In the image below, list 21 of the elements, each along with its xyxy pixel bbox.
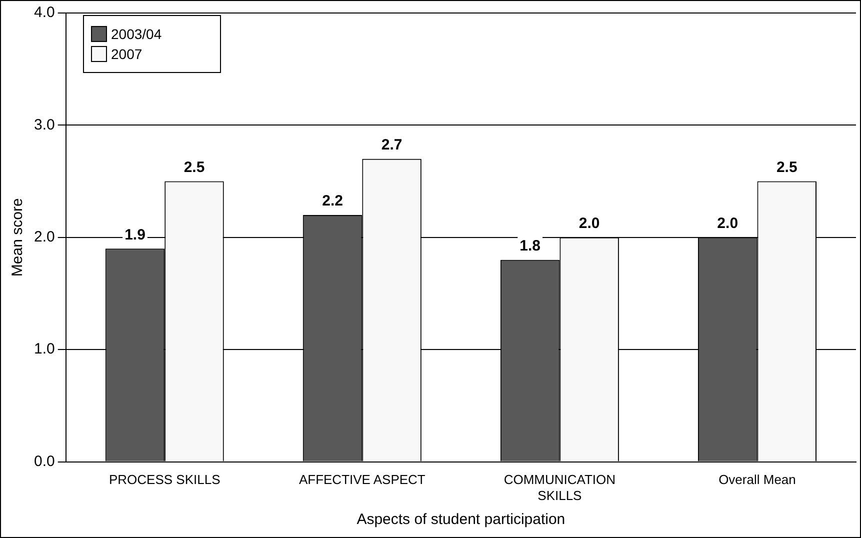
x-tick-label: AFFECTIVE ASPECT bbox=[298, 472, 426, 488]
data-label: 2.5 bbox=[776, 158, 798, 176]
data-label: 2.2 bbox=[322, 192, 343, 210]
x-tick-label: PROCESS SKILLS bbox=[108, 472, 221, 488]
x-axis-title: Aspects of student participation bbox=[356, 511, 566, 528]
y-tick-label: 4.0 bbox=[34, 4, 55, 22]
data-label: 2.5 bbox=[184, 158, 205, 176]
data-label: 1.8 bbox=[520, 237, 540, 254]
y-tick-label: 1.0 bbox=[34, 340, 55, 358]
y-axis-title: Mean score bbox=[9, 198, 26, 277]
legend-label: 2007 bbox=[111, 46, 142, 62]
data-label: 2.7 bbox=[381, 136, 402, 154]
y-tick-label: 2.0 bbox=[34, 228, 55, 246]
data-label: 1.9 bbox=[124, 226, 146, 244]
y-tick-label: 0.0 bbox=[34, 452, 55, 470]
x-tick-label: COMMUNICATION SKILLS bbox=[504, 472, 616, 503]
data-label: 2.0 bbox=[578, 215, 600, 232]
y-tick-label: 3.0 bbox=[34, 116, 55, 134]
data-label: 2.0 bbox=[717, 215, 738, 232]
x-tick-label: Overall Mean bbox=[718, 472, 796, 488]
legend-label: 2003/04 bbox=[111, 26, 162, 42]
